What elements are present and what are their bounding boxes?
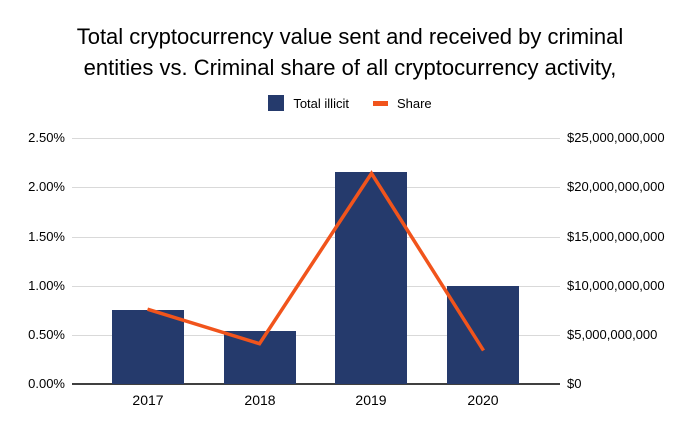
right-axis-tick: $10,000,000,000 (567, 278, 665, 293)
right-axis-tick: $0 (567, 376, 582, 391)
legend-label-share: Share (396, 95, 432, 111)
bar-2018 (224, 330, 296, 384)
total-illicit-swatch-icon (268, 95, 285, 111)
right-axis-tick: $15,000,000,000 (567, 229, 665, 244)
left-axis-tick: 2.00% (28, 179, 65, 194)
right-axis-tick: $25,000,000,000 (567, 130, 665, 145)
bar-2019 (335, 172, 407, 384)
x-axis-line (72, 383, 560, 385)
share-line (146, 170, 485, 352)
left-axis-tick: 0.00% (28, 376, 65, 391)
chart-title: Total cryptocurrency value sent and rece… (0, 21, 700, 83)
chart-title-line1: Total cryptocurrency value sent and rece… (76, 24, 624, 49)
gridline (72, 237, 560, 238)
bar-2017 (112, 310, 184, 384)
left-axis-tick: 1.00% (28, 278, 65, 293)
x-axis-tick: 2017 (132, 392, 164, 408)
x-axis-tick: 2020 (467, 392, 499, 408)
bar-2020 (447, 285, 519, 384)
gridline (72, 138, 560, 139)
left-axis-tick: 1.50% (28, 229, 65, 244)
legend: Total illicit Share (0, 92, 700, 114)
x-axis-tick: 2018 (244, 392, 276, 408)
right-axis-tick: $20,000,000,000 (567, 179, 665, 194)
chart-title-line2: entities vs. Criminal share of all crypt… (83, 55, 617, 80)
gridline (72, 187, 560, 188)
left-axis-tick: 2.50% (28, 130, 65, 145)
share-swatch-icon (372, 100, 388, 106)
legend-label-total-illicit: Total illicit (293, 95, 349, 111)
left-axis-tick: 0.50% (28, 327, 65, 342)
legend-item-total-illicit: Total illicit (268, 95, 349, 111)
right-axis-tick: $5,000,000,000 (567, 327, 658, 342)
legend-item-share: Share (372, 95, 432, 111)
x-axis-tick: 2019 (355, 392, 387, 408)
